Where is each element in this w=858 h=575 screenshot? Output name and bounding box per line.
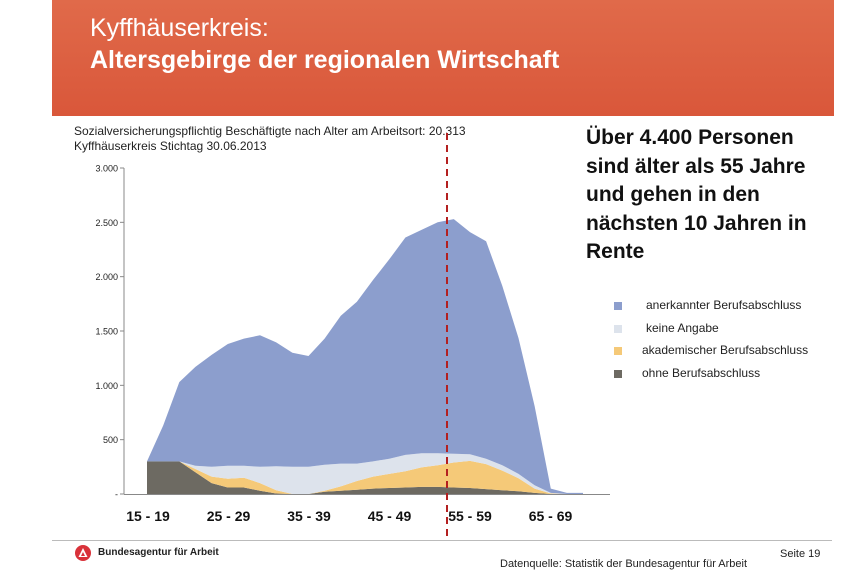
x-tick-label: 35 - 39 [287,508,331,524]
y-tick-label: 1.500 [95,327,118,337]
area-akademischer-berufsabschluss [147,460,583,494]
age-distribution-chart: - 500 1.000 1.500 2.000 2.500 3.000 15 - 19 25 … [95,133,610,540]
chart-subtitle: Sozialversicherungspflichtig Beschäftigt… [74,124,466,138]
legend-label: akademischer Berufsabschluss [642,343,809,357]
legend-label: anerkannter Berufsabschluss [646,298,802,312]
footer-divider [52,540,832,541]
x-tick-label: 55 - 59 [448,508,492,524]
y-tick-label: 3.000 [95,164,118,174]
chart-subtitle-date: Kyffhäuserkreis Stichtag 30.06.2013 [74,139,267,153]
x-tick-label: 45 - 49 [368,508,412,524]
page-number: Seite 19 [780,548,821,560]
callout-line: nächsten 10 Jahren in [586,211,807,235]
title-banner [52,0,834,116]
callout-line: und gehen in den [586,183,760,206]
slide-title-main: Altersgebirge der regionalen Wirtschaft [90,46,560,74]
x-tick-label: 15 - 19 [126,508,170,524]
x-tick-label: 65 - 69 [529,508,573,524]
callout-text: Über 4.400 Personen sind älter als 55 Ja… [586,124,836,267]
slide-title-region: Kyffhäuserkreis: [90,14,269,42]
y-tick-label: - [115,490,118,500]
y-tick-label: 1.000 [95,381,118,391]
area-ohne-berufsabschluss [147,461,583,494]
area-anerkannter-berufsabschluss [147,219,583,494]
legend-label: ohne Berufsabschluss [642,365,761,380]
y-tick-label: 500 [103,435,118,445]
ba-logo-icon [75,545,91,561]
legend-label: keine Angabe [646,320,719,335]
stacked-areas [147,219,583,494]
callout-line: sind älter als 55 Jahre [586,154,806,178]
area-keine-angabe [147,453,583,494]
callout-line: Rente [586,240,645,263]
y-axis: - 500 1.000 1.500 2.000 2.500 3.000 [95,164,125,500]
x-tick-label: 25 - 29 [207,508,251,524]
org-name: Bundesagentur für Arbeit [98,547,219,558]
legend-swatch-anerkannt [614,302,622,310]
x-axis: 15 - 19 25 - 29 35 - 39 45 - 49 55 - 59 65 - … [124,494,610,524]
legend-swatch-ohne [614,369,622,378]
y-tick-label: 2.500 [95,218,118,228]
legend-swatch-keine-angabe [614,324,622,333]
y-tick-label: 2.000 [95,272,118,282]
legend-swatch-akademisch [614,347,622,355]
callout-line: Über 4.400 Personen [586,126,794,149]
data-source: Datenquelle: Statistik der Bundesagentur… [500,558,748,570]
